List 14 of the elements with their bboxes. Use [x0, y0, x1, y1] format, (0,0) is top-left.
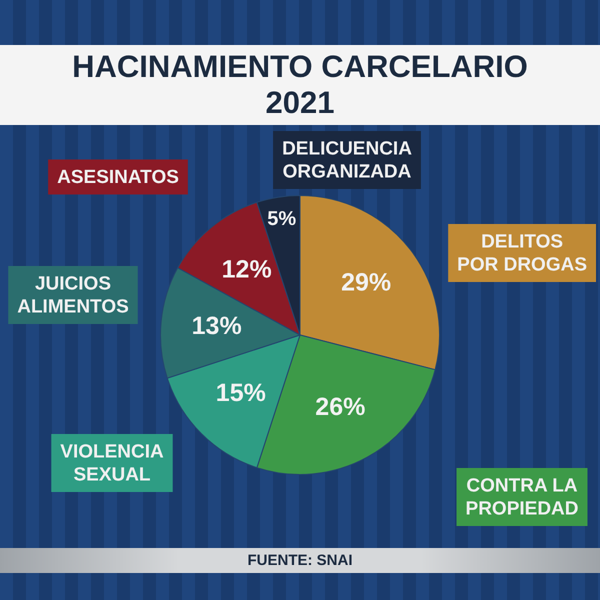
- slice-label: DELITOS POR DROGAS: [457, 232, 588, 276]
- chart-title: HACINAMIENTO CARCELARIO 2021: [71, 49, 529, 121]
- data-label: 26%: [315, 393, 366, 422]
- source-note: FUENTE: SNAI: [248, 552, 352, 569]
- data-label: 15%: [216, 379, 266, 408]
- data-label: 5%: [267, 208, 296, 230]
- slice-label: JUICIOS ALIMENTOS: [17, 274, 129, 318]
- slice-label: CONTRA LA PROPIEDAD: [466, 476, 578, 520]
- data-label: 12%: [222, 255, 272, 284]
- slice-label: VIOLENCIA SEXUAL: [60, 442, 164, 486]
- slice-label: ASESINATOS: [57, 167, 179, 188]
- data-label: 29%: [341, 268, 392, 297]
- data-label: 13%: [192, 312, 242, 340]
- slice-label: DELICUENCIA ORGANIZADA: [282, 138, 412, 183]
